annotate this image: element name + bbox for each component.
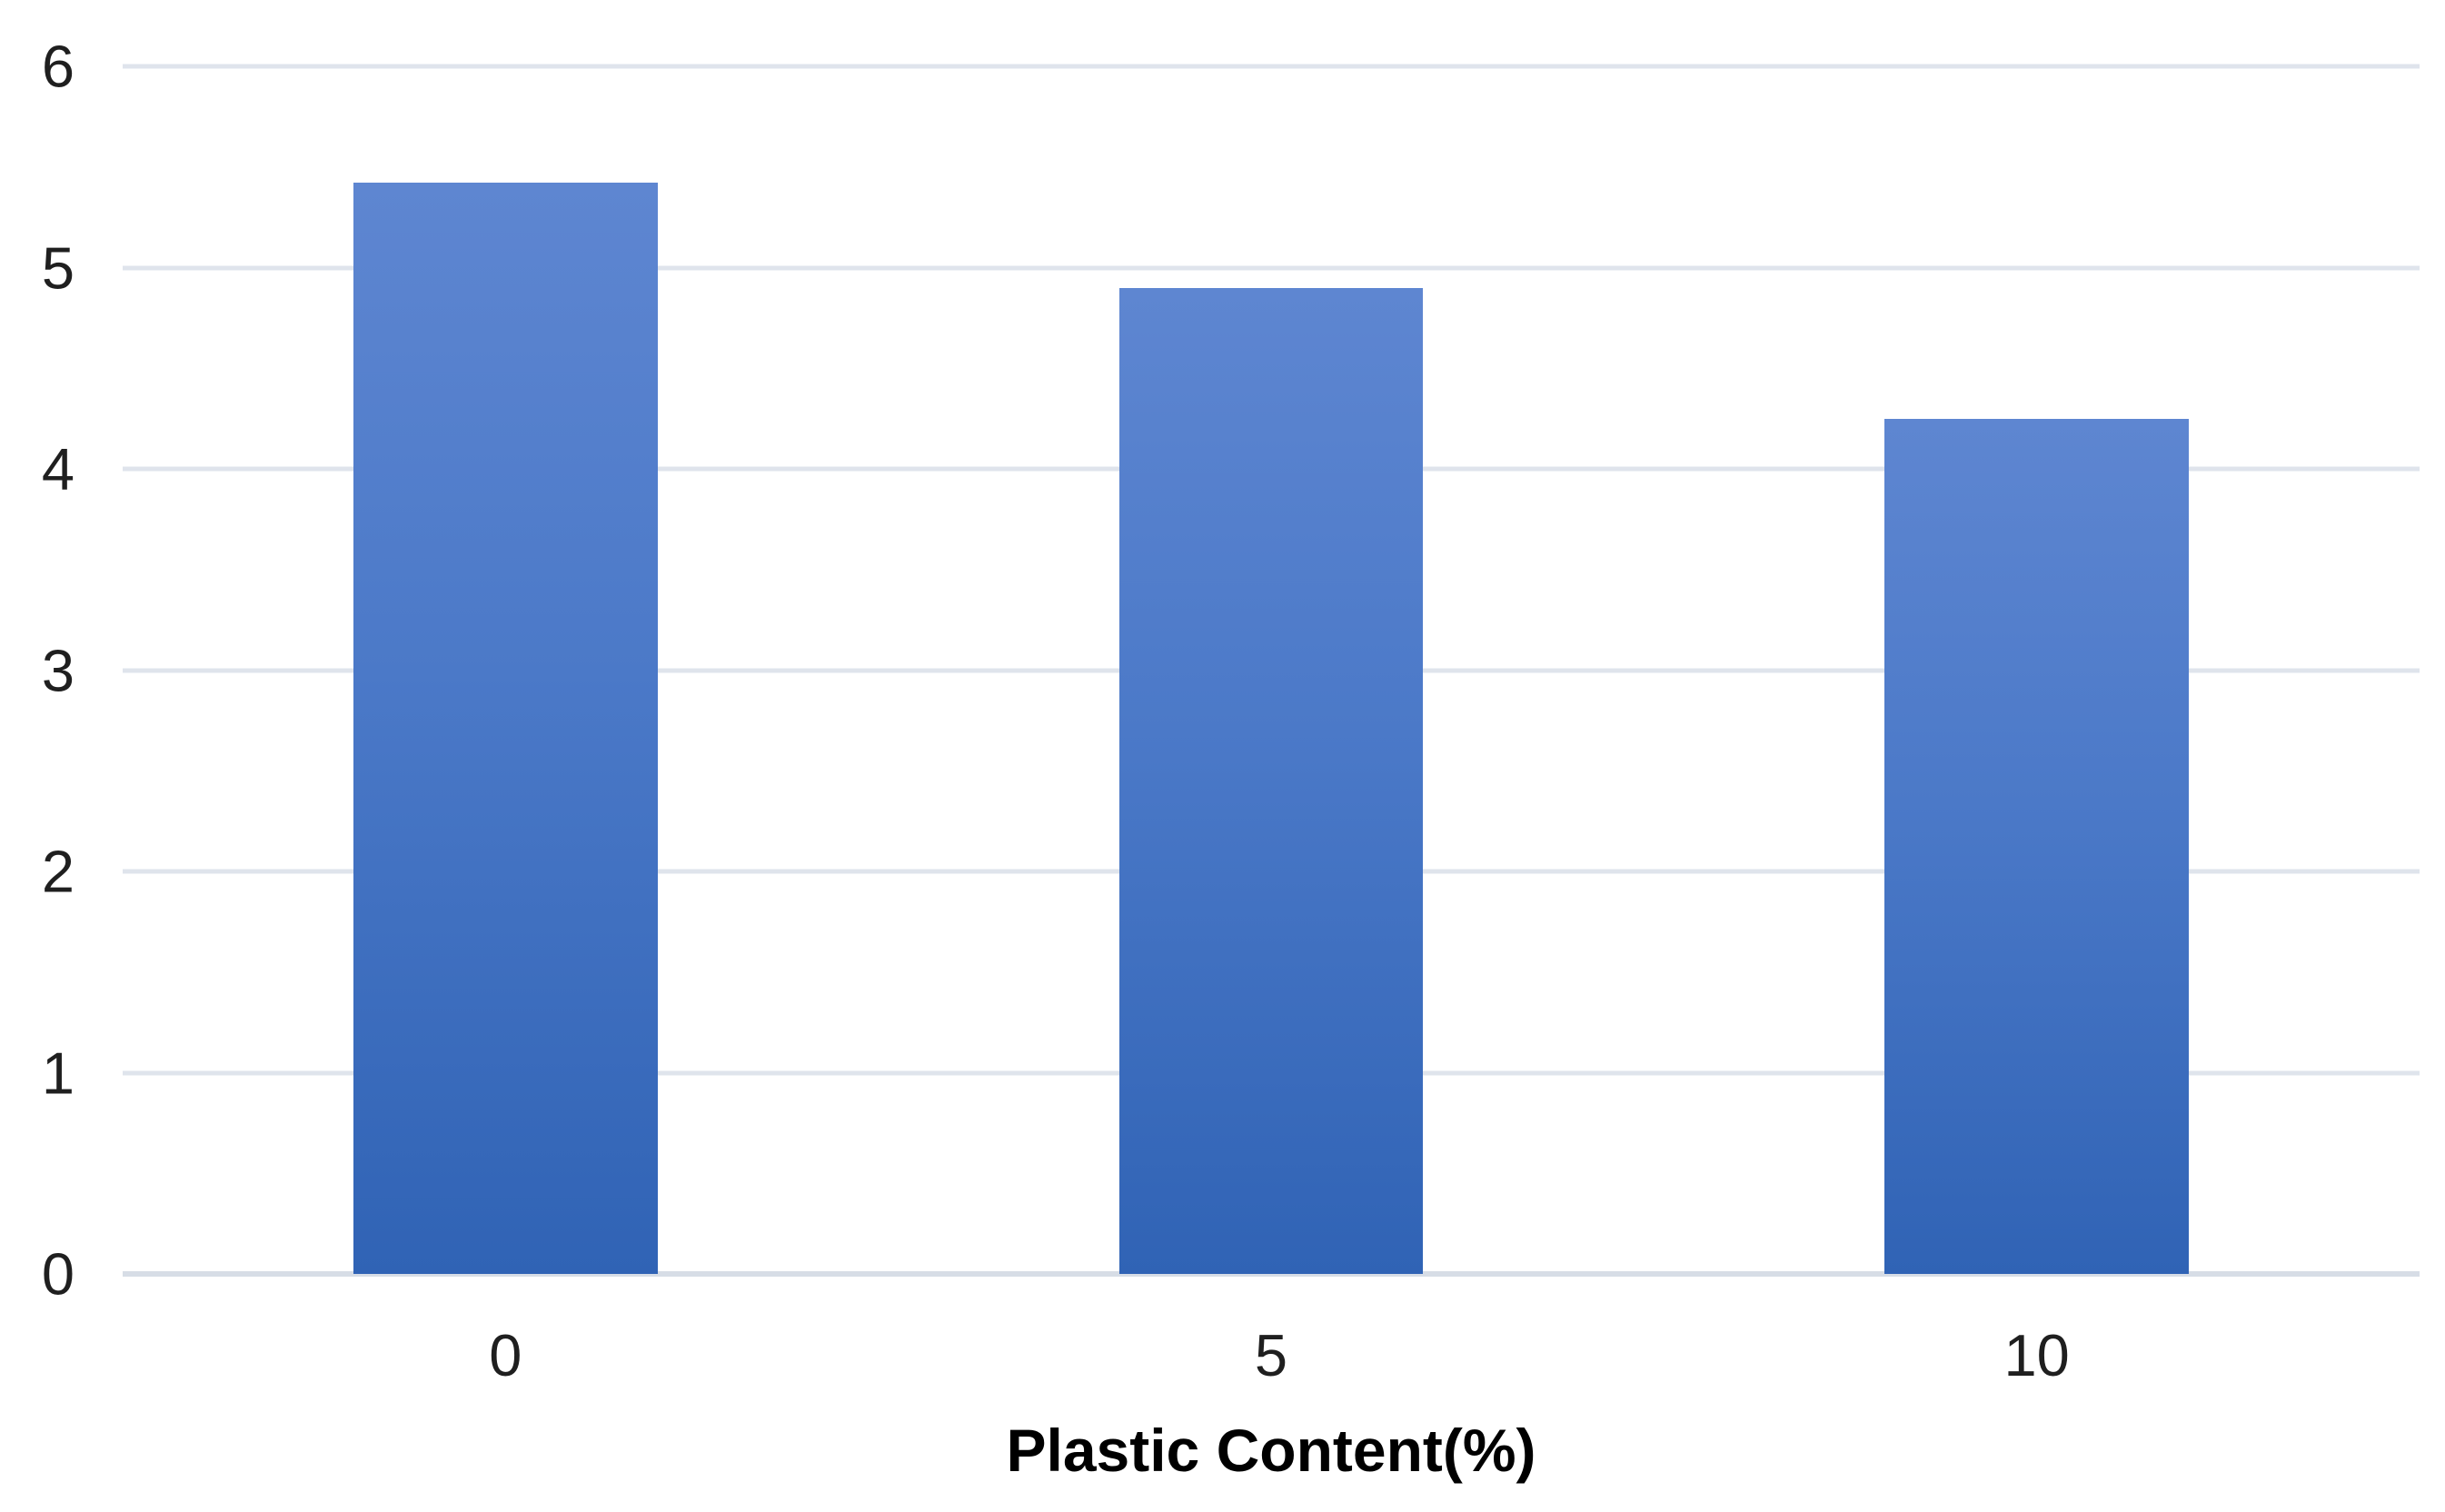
x-axis-title: Plastic Content(%) [1006, 1417, 1536, 1484]
bars-layer [123, 66, 2420, 1274]
gridline-y-0 [123, 1271, 2420, 1277]
y-tick-label-2: 2 [41, 838, 75, 905]
y-tick-label-3: 3 [41, 637, 75, 703]
x-axis-tick-labels: 0 5 10 [123, 1319, 2420, 1392]
bar-0 [353, 183, 658, 1274]
y-tick-label-4: 4 [41, 435, 75, 502]
gridline-y-6 [123, 64, 2420, 69]
y-tick-label-0: 0 [41, 1240, 75, 1308]
bar-slot-5 [889, 66, 1655, 1274]
y-tick-label-1: 1 [41, 1040, 75, 1106]
bar-5 [1118, 287, 1424, 1274]
bar-slot-10 [1654, 66, 2420, 1274]
y-tick-label-5: 5 [41, 234, 75, 301]
plot-area [123, 64, 2420, 1277]
x-tick-label-10: 10 [2003, 1322, 2070, 1388]
gridline-y-5 [123, 265, 2420, 270]
x-tick-label-5: 5 [1254, 1322, 1288, 1388]
x-tick-label-0: 0 [489, 1322, 522, 1388]
bar-slot-0 [123, 66, 889, 1274]
y-tick-label-6: 6 [41, 33, 75, 100]
bar-10 [1884, 418, 2190, 1274]
